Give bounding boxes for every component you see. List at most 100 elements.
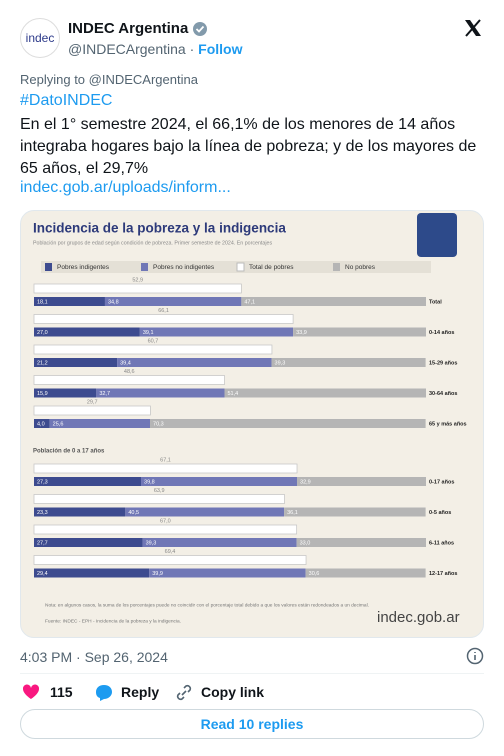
total-outline (33, 463, 298, 474)
total-label: 69,4 (165, 549, 176, 555)
total-outline (33, 375, 225, 385)
bar-segment (297, 477, 426, 486)
segment-label: 34,8 (108, 299, 119, 305)
segment-label: 27,7 (37, 540, 48, 546)
reply-icon[interactable] (95, 684, 113, 701)
segment-label: 70,3 (153, 421, 164, 427)
follow-button[interactable]: Follow (198, 41, 243, 57)
bar-segment (34, 419, 50, 428)
note: Nota: en algunos casos, la suma de los p… (45, 602, 369, 608)
segment-label: 39,9 (152, 571, 163, 577)
total-outline (33, 405, 151, 416)
bar-segment (34, 297, 105, 306)
read-replies-button[interactable]: Read 10 replies (20, 709, 484, 739)
category-label: 30-64 años (429, 391, 457, 397)
bar-segment (34, 327, 140, 337)
segment-label: 29,4 (37, 571, 48, 577)
chart-subtitle: Población por grupos de edad según condi… (33, 240, 272, 246)
hashtag[interactable]: #DatoINDEC (20, 92, 113, 109)
bar-segment (149, 568, 306, 578)
legend-label: Pobres no indigentes (153, 264, 215, 271)
bar-segment (241, 297, 426, 306)
copy-link-button[interactable]: Copy link (201, 684, 265, 700)
category-label: 6-11 años (429, 540, 454, 546)
bar-segment (271, 358, 426, 367)
bar-segment (34, 538, 143, 547)
bar-segment (293, 327, 426, 337)
bar-segment (117, 358, 272, 367)
bar-segment (34, 568, 150, 578)
chart-title: Incidencia de la pobreza y la indigencia (33, 221, 286, 236)
total-outline (33, 314, 294, 324)
bar-segment (224, 388, 426, 398)
bar-segment (150, 419, 426, 428)
bar-segment (104, 297, 242, 306)
legend-swatch (333, 263, 340, 271)
segment-label: 21,2 (37, 360, 48, 366)
segment-label: 27,3 (37, 479, 48, 485)
total-label: 67,0 (160, 518, 171, 524)
bar-segment (125, 507, 285, 517)
segment-label: 39,1 (143, 330, 154, 336)
total-outline (33, 524, 298, 535)
bar-segment (34, 477, 142, 486)
total-outline (33, 344, 273, 355)
bar-segment (34, 388, 97, 398)
like-icon[interactable] (22, 684, 40, 700)
avatar[interactable]: indec (20, 18, 60, 58)
category-label: 12-17 años (429, 571, 457, 577)
bar-segment (142, 538, 297, 547)
verified-badge (193, 22, 207, 36)
segment-label: 27,0 (37, 330, 48, 336)
category-label: 0-14 años (429, 330, 454, 336)
segment-label: 4,0 (37, 421, 45, 427)
segment-label: 40,5 (128, 510, 139, 516)
legend-label: No pobres (345, 264, 376, 271)
replying-to: Replying to @INDECArgentina (20, 72, 198, 87)
logo-text: indec.gob.ar (377, 609, 460, 626)
x-logo[interactable] (463, 18, 483, 38)
bar-segment (139, 327, 294, 337)
handle[interactable]: @INDECArgentina (68, 41, 186, 57)
bar-segment (49, 419, 151, 428)
timestamp[interactable]: 4:03 PM · Sep 26, 2024 (20, 649, 168, 665)
source: Fuente: INDEC - EPH - Incidencia de la p… (45, 618, 181, 624)
total-label: 63,9 (154, 488, 165, 494)
media-card[interactable]: Incidencia de la pobreza y la indigencia… (20, 210, 484, 638)
total-outline (33, 494, 285, 504)
bar-segment (296, 538, 426, 547)
total-label: 48,6 (124, 369, 135, 375)
info-icon[interactable] (466, 647, 484, 665)
total-label: 66,1 (158, 308, 169, 314)
legend-swatch (45, 263, 52, 271)
bar-segment (34, 358, 118, 367)
author-name[interactable]: INDEC Argentina (68, 20, 189, 37)
reply-button[interactable]: Reply (121, 684, 160, 700)
segment-label: 47,1 (244, 299, 255, 305)
link-icon[interactable] (175, 684, 193, 701)
category-label: Total (429, 299, 442, 305)
legend-label: Total de pobres (249, 264, 294, 271)
total-label: 60,7 (148, 338, 159, 344)
total-label: 67,1 (160, 457, 171, 463)
bar-segment (96, 388, 225, 398)
bar-segment (34, 507, 126, 517)
segment-label: 15,9 (37, 391, 48, 397)
segment-label: 32,9 (300, 479, 311, 485)
divider (20, 673, 484, 674)
category-label: 0-5 años (429, 510, 451, 516)
segment-label: 39,4 (120, 360, 131, 366)
tweet-text: En el 1° semestre 2024, el 66,1% de los … (20, 116, 477, 177)
segment-label: 36,1 (287, 510, 298, 516)
segment-label: 33,0 (300, 540, 311, 546)
section-label: Población de 0 a 17 años (33, 449, 105, 455)
category-label: 15-29 años (429, 360, 457, 366)
tweet-link[interactable]: indec.gob.ar/uploads/inform... (20, 179, 231, 196)
segment-label: 39,3 (275, 360, 286, 366)
segment-label: 32,7 (99, 391, 110, 397)
segment-label: 39,8 (144, 479, 155, 485)
bar-segment (305, 568, 426, 578)
category-label: 65 y más años (429, 421, 467, 427)
total-label: 52,9 (132, 277, 143, 283)
